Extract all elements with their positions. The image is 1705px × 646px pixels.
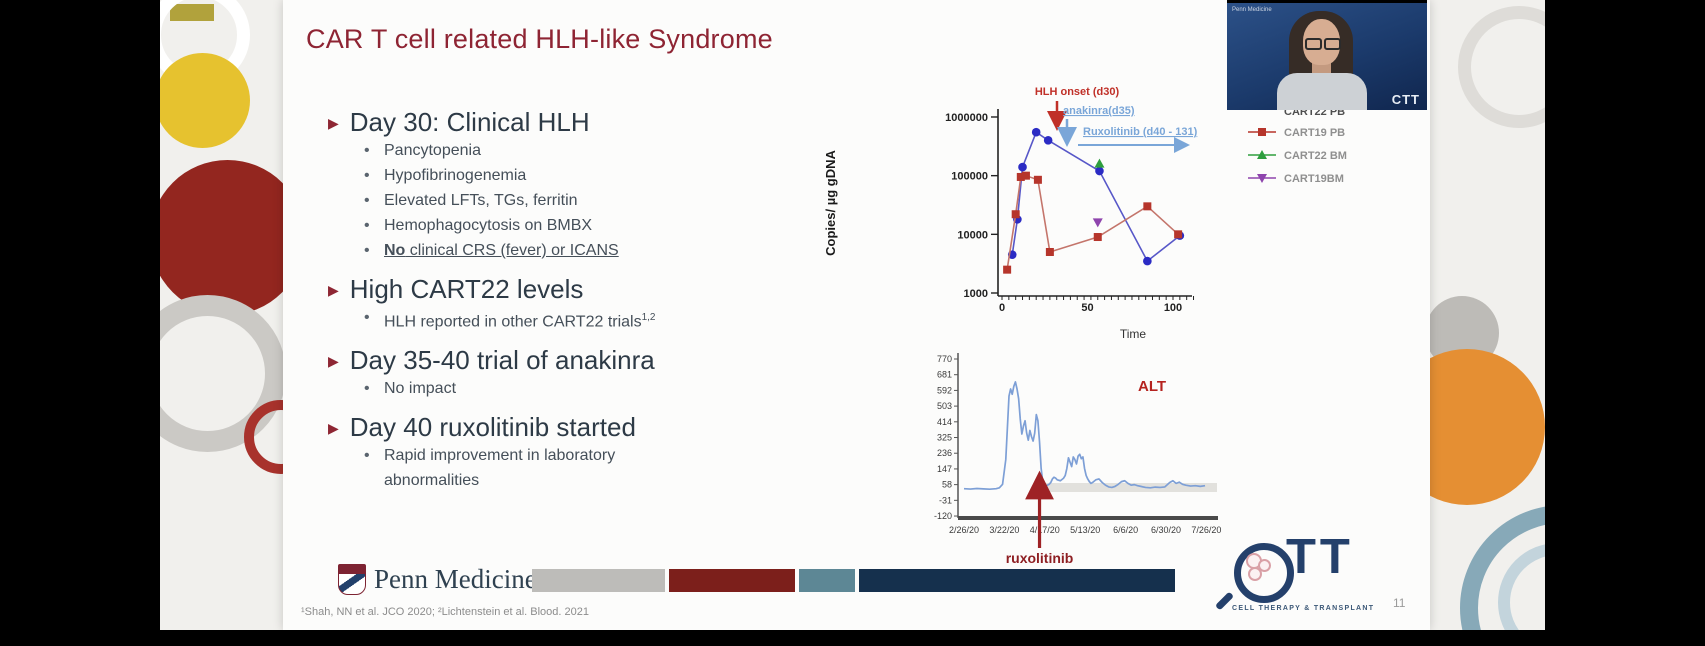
outline-heading: ▶ Day 40 ruxolitinib started: [328, 412, 636, 443]
webcam-watermark: Penn Medicine: [1232, 7, 1272, 13]
svg-text:100000: 100000: [951, 171, 988, 183]
ctt-tagline: CELL THERAPY & TRANSPLANT: [1232, 605, 1375, 612]
svg-text:0: 0: [999, 302, 1005, 314]
footer-bar-gray: [532, 569, 665, 592]
glasses-icon: [1324, 38, 1341, 50]
svg-text:770: 770: [937, 354, 952, 364]
svg-text:58: 58: [942, 480, 952, 490]
svg-text:HLH onset (d30): HLH onset (d30): [1035, 86, 1120, 98]
series: [1003, 127, 1185, 274]
svg-text:50: 50: [1081, 302, 1093, 314]
arrow-bullet-icon: ▶: [328, 115, 339, 131]
svg-text:anakinra(d35): anakinra(d35): [1063, 105, 1135, 117]
svg-text:147: 147: [937, 464, 952, 474]
axes: 770 681 592 503 414 325 236 147 58 -31 -120 2/26/20…: [934, 353, 1221, 535]
x-axis-label: Time: [1120, 327, 1147, 341]
penn-medicine-wordmark: Penn Medicine: [374, 564, 537, 594]
penn-medicine-logo: Penn Medicine: [338, 564, 537, 595]
annotations: HLH onset (d30) anakinra(d35) Ruxolitinib …: [1035, 86, 1198, 153]
arrow-bullet-icon: ▶: [328, 353, 339, 370]
webcam-ctt-logo: CTT: [1391, 92, 1420, 107]
presenter-webcam[interactable]: Penn Medicine CTT: [1227, 0, 1427, 110]
outline-subitem: • Pancytopenia: [364, 142, 481, 159]
outline-subitem: • Rapid improvement in laboratory abnorma…: [364, 447, 616, 490]
citation-footnote: ¹Shah, NN et al. JCO 2020; ²Lichtenstein…: [301, 606, 589, 618]
footer-bar-navy: [859, 569, 1175, 592]
deco-yellow-circle: [160, 53, 250, 148]
svg-text:10000: 10000: [957, 229, 988, 241]
legend-item: CART22 BM: [1284, 150, 1347, 162]
svg-text:100: 100: [1164, 302, 1182, 314]
ctt-logo: TT CELL THERAPY & TRANSPLANT: [1208, 530, 1438, 623]
outline-subitem: • Hypofibrinogenemia: [364, 167, 527, 184]
presenter-torso: [1277, 73, 1367, 110]
svg-text:-31: -31: [939, 495, 952, 505]
svg-text:Ruxolitinib (d40 - 131): Ruxolitinib (d40 - 131): [1083, 126, 1198, 138]
ctt-wordmark: TT: [1286, 530, 1354, 584]
alt-chart: 770 681 592 503 414 325 236 147 58 -31 -120 2/26/20…: [934, 353, 1221, 566]
page-number: 11: [1393, 596, 1406, 610]
alt-label: ALT: [1138, 378, 1166, 395]
normal-range-band: [1035, 483, 1217, 492]
outline-subitem: • Elevated LFTs, TGs, ferritin: [364, 192, 578, 209]
outline: ▶ Day 30: Clinical HLH • Pancytopenia • Hypof…: [328, 96, 758, 493]
ruxolitinib-label: ruxolitinib: [1006, 550, 1074, 566]
svg-text:-120: -120: [934, 511, 952, 521]
svg-text:5/13/20: 5/13/20: [1070, 525, 1100, 535]
svg-text:236: 236: [937, 448, 952, 458]
outline-heading: ▶ Day 30: Clinical HLH: [328, 107, 590, 137]
svg-text:6/30/20: 6/30/20: [1151, 525, 1181, 535]
magnifier-icon: [1234, 543, 1294, 603]
cell-icon: [1258, 559, 1271, 572]
arrow-bullet-icon: ▶: [328, 282, 339, 298]
svg-text:1000: 1000: [964, 288, 988, 300]
footer-bar-steel: [799, 569, 855, 592]
outline-subitem: • Hemophagocytosis on BMBX: [364, 217, 593, 234]
legend-item: CART19 PB: [1284, 127, 1345, 139]
cell-icon: [1248, 567, 1262, 581]
footer-bar-maroon: [669, 569, 795, 592]
arrow-bullet-icon: ▶: [328, 420, 339, 437]
outline-subitem: • No impact: [364, 380, 457, 398]
legend-item: CART19BM: [1284, 173, 1344, 185]
outline-heading: ▶ Day 35-40 trial of anakinra: [328, 345, 655, 376]
svg-text:503: 503: [937, 401, 952, 411]
svg-text:4/17/20: 4/17/20: [1030, 525, 1060, 535]
slide-title: CAR T cell related HLH-like Syndrome: [306, 24, 773, 54]
svg-text:592: 592: [937, 385, 952, 395]
svg-text:681: 681: [937, 370, 952, 380]
svg-text:7/26/20: 7/26/20: [1191, 525, 1221, 535]
svg-text:1000000: 1000000: [945, 112, 988, 124]
deco-pale-ring-right: [1458, 6, 1545, 128]
penn-shield-icon: [338, 564, 366, 595]
svg-text:6/6/20: 6/6/20: [1113, 525, 1138, 535]
slide-stage: CAR T cell related HLH-like Syndrome ▶ Da…: [160, 0, 1545, 630]
deco-maroon-circle: [160, 160, 305, 315]
svg-text:414: 414: [937, 417, 952, 427]
outline-heading: ▶ High CART22 levels: [328, 274, 584, 304]
y-axis-label: Copies/ µg gDNA: [823, 150, 838, 256]
svg-text:325: 325: [937, 433, 952, 443]
outline-subitem: • HLH reported in other CART22 trials1,2: [364, 309, 656, 331]
outline-subitem: • No clinical CRS (fever) or ICANS: [364, 242, 619, 259]
svg-text:3/22/20: 3/22/20: [989, 525, 1019, 535]
glasses-icon: [1305, 38, 1322, 50]
alt-line: [963, 381, 1206, 491]
svg-text:2/26/20: 2/26/20: [949, 525, 979, 535]
